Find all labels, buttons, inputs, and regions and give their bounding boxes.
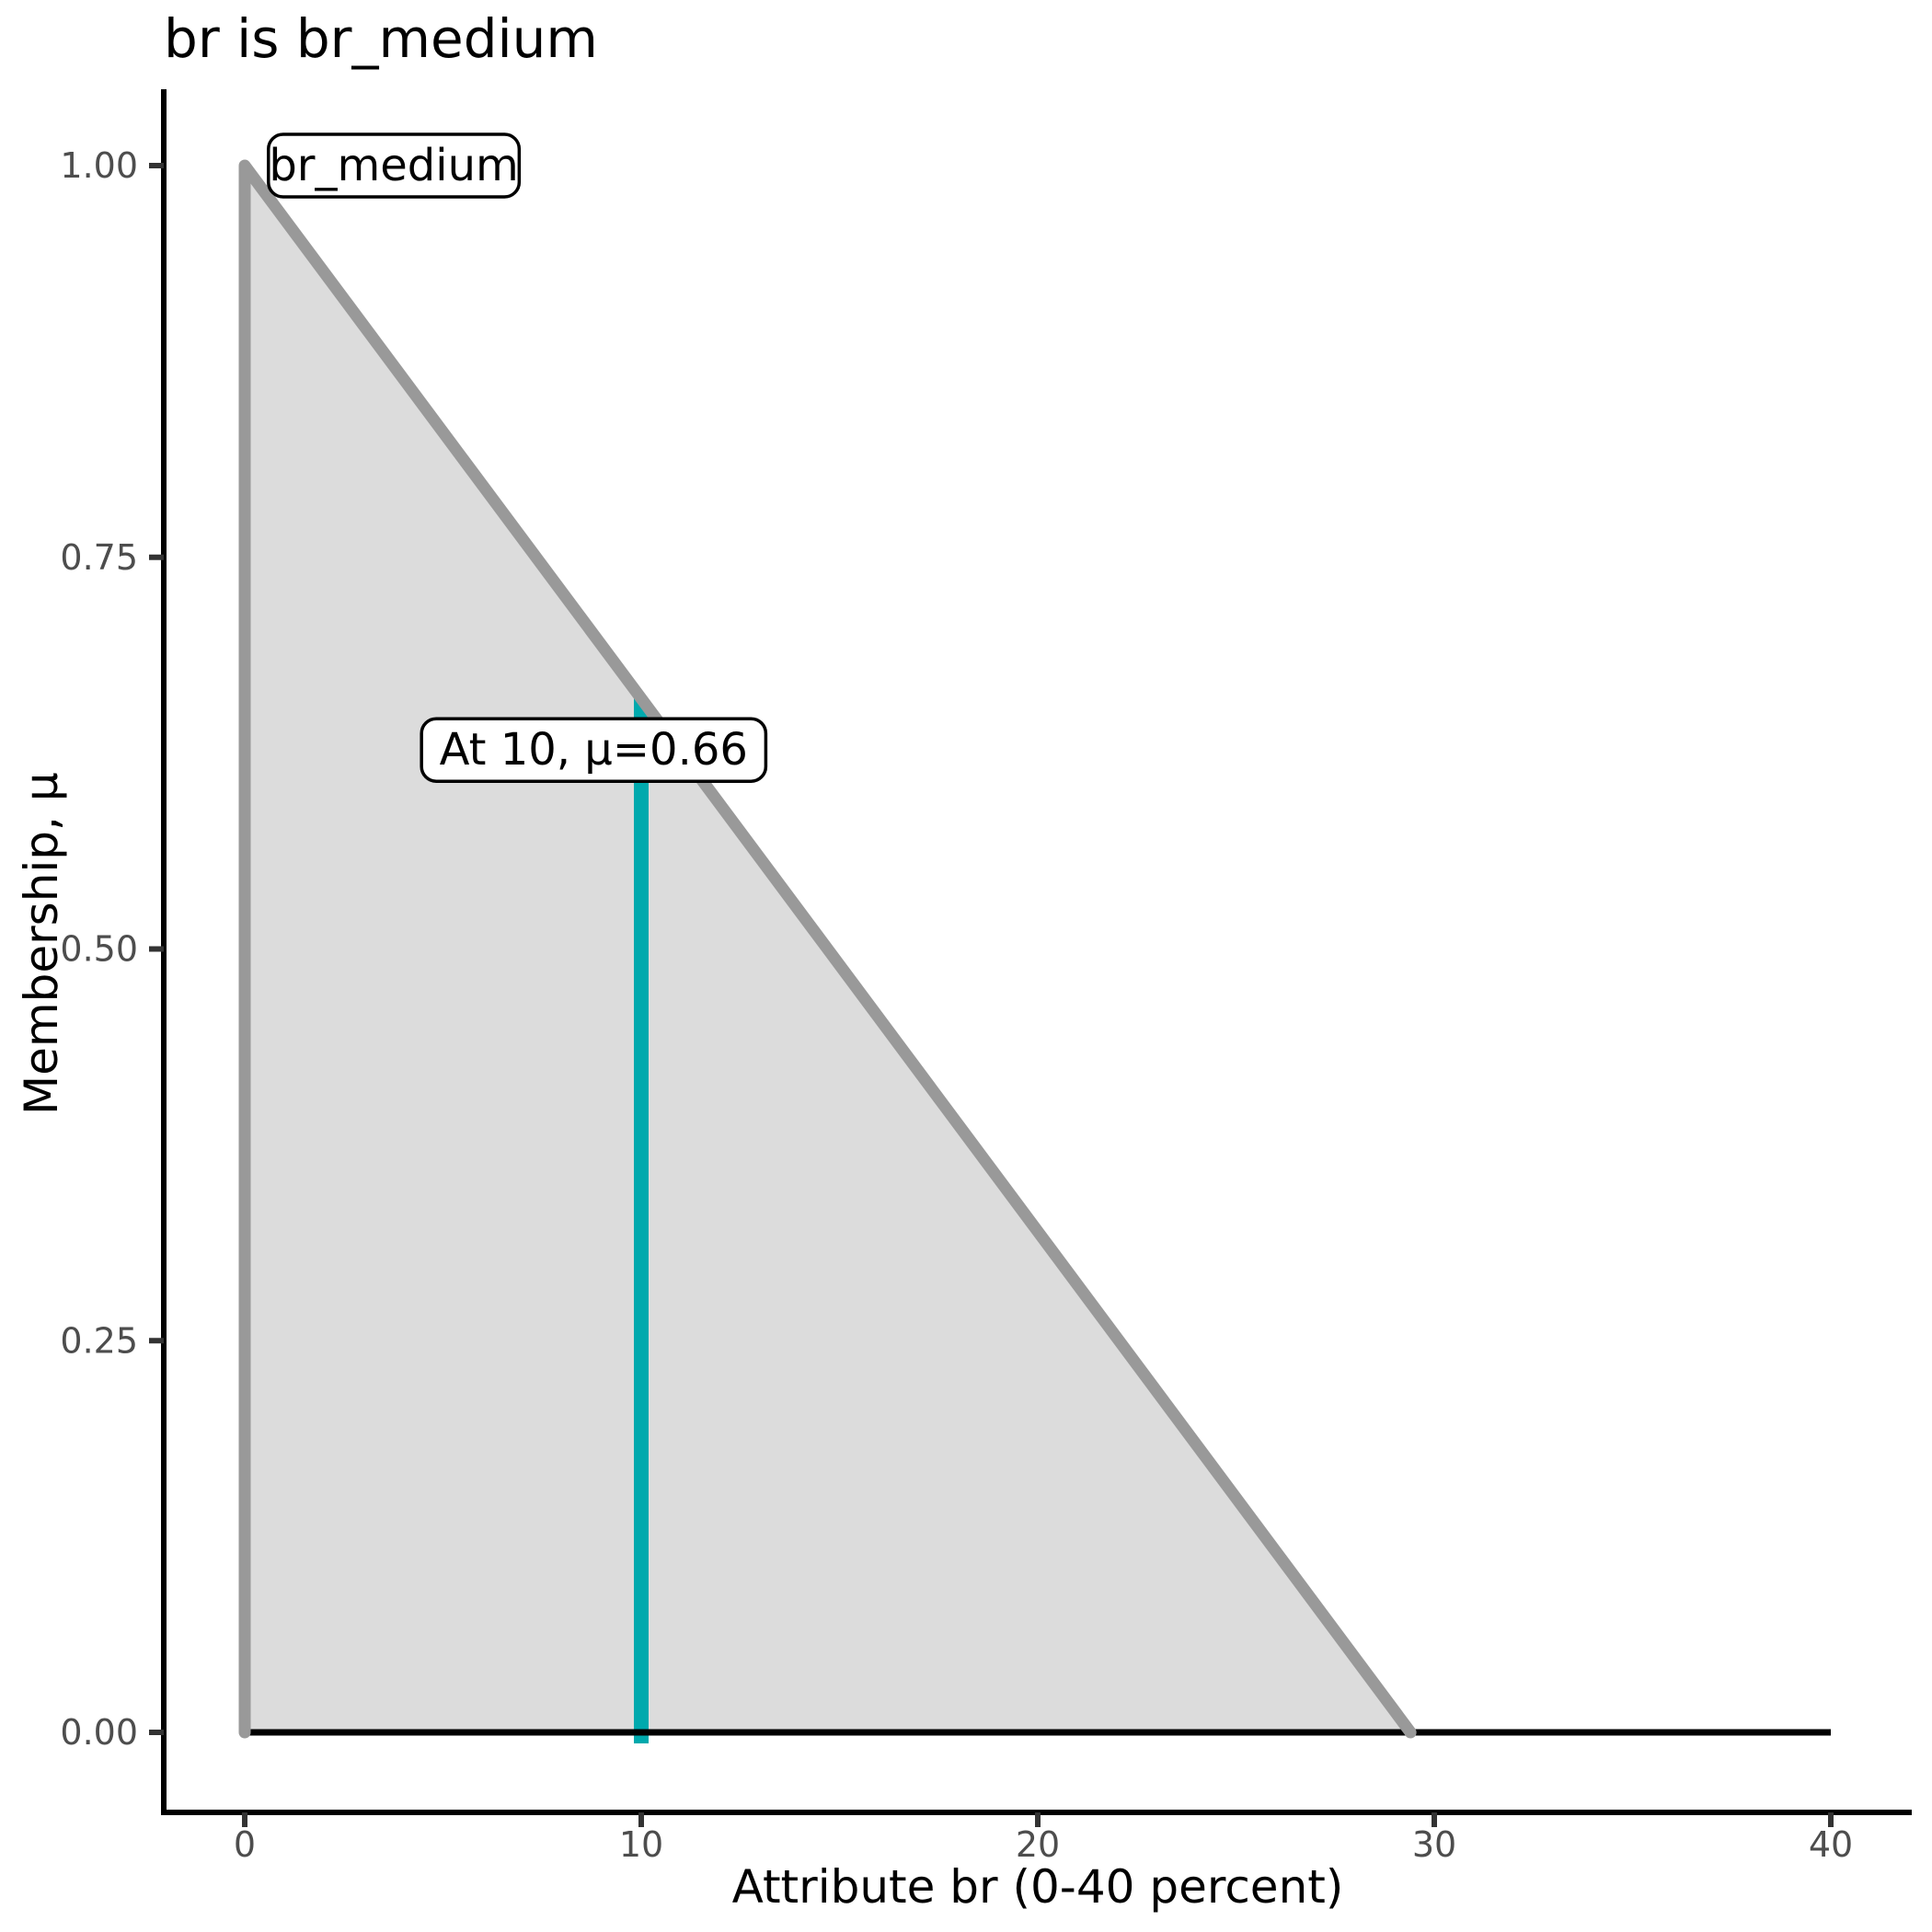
y-tick-label: 1.00 bbox=[60, 145, 138, 186]
x-tick-label: 0 bbox=[234, 1824, 256, 1865]
x-tick-label: 20 bbox=[1016, 1824, 1060, 1865]
y-tick-label: 0.00 bbox=[60, 1712, 138, 1753]
y-tick-label: 0.50 bbox=[60, 929, 138, 970]
membership-curve bbox=[238, 159, 1417, 1739]
evaluation-label: At 10, μ=0.66 bbox=[440, 724, 748, 776]
chart-title: br is br_medium bbox=[164, 7, 598, 70]
x-axis-title: Attribute br (0-40 percent) bbox=[731, 1860, 1344, 1914]
y-tick-label: 0.75 bbox=[60, 537, 138, 578]
x-tick-label: 40 bbox=[1809, 1824, 1853, 1865]
set-label: br_medium bbox=[269, 140, 518, 191]
set-label-box bbox=[267, 132, 522, 199]
evaluation-label-box bbox=[420, 717, 768, 783]
x-tick-label: 10 bbox=[619, 1824, 663, 1865]
y-tick-label: 0.25 bbox=[60, 1320, 138, 1361]
x-tick-label: 30 bbox=[1412, 1824, 1456, 1865]
